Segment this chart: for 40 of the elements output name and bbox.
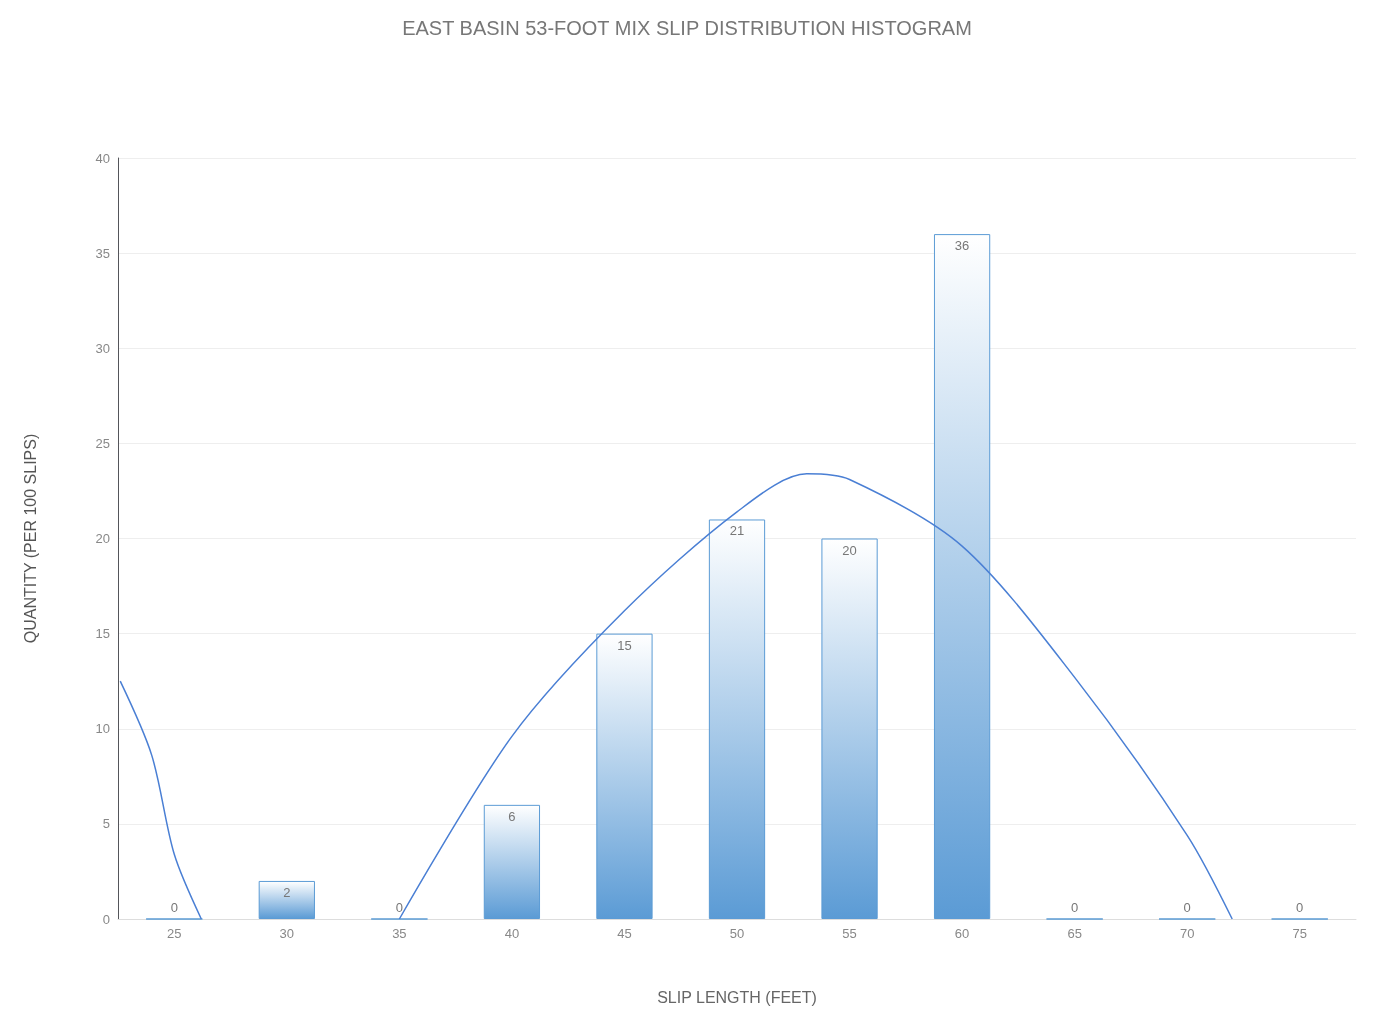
y-tick-label: 15: [95, 626, 110, 642]
data-label: 0: [395, 899, 403, 915]
bar: [708, 519, 766, 919]
data-label: 0: [1183, 899, 1191, 915]
x-tick-label: 25: [167, 926, 182, 941]
data-label: 6: [508, 808, 516, 824]
x-tick-label: 60: [954, 926, 970, 941]
x-tick-label: 35: [392, 926, 407, 941]
x-tick-label: 65: [1067, 926, 1082, 941]
x-tick-label: 45: [617, 926, 632, 941]
bar: [483, 804, 541, 919]
y-axis-title: QUANTITY (PER 100 SLIPS): [21, 433, 39, 644]
x-tick-label: 40: [504, 926, 520, 941]
data-label: 2: [283, 884, 291, 900]
bar: [258, 880, 315, 919]
bar: [821, 538, 878, 919]
chart-title: EAST BASIN 53-FOOT MIX SLIP DISTRIBUTION HISTOGRAM: [402, 17, 972, 39]
y-tick-label: 25: [95, 435, 110, 451]
x-tick-label: 30: [279, 926, 295, 941]
y-tick-label: 0: [102, 911, 110, 927]
y-tick-label: 30: [95, 340, 110, 356]
data-label: 21: [729, 523, 745, 539]
data-label: 0: [1071, 899, 1079, 915]
x-tick-label: 75: [1292, 926, 1307, 941]
x-tick-label: 50: [729, 926, 745, 941]
y-tick-label: 10: [95, 721, 110, 737]
bar: [596, 633, 653, 919]
data-label: 36: [954, 238, 970, 254]
y-tick-label: 35: [95, 245, 110, 261]
x-tick-label: 70: [1179, 926, 1195, 941]
x-tick-label: 55: [842, 926, 857, 941]
y-tick-label: 20: [95, 531, 110, 546]
data-label: 0: [170, 899, 178, 915]
x-axis-title: SLIP LENGTH (FEET): [657, 988, 817, 1006]
data-label: 20: [842, 542, 857, 558]
data-label: 15: [617, 637, 632, 653]
y-tick-label: 5: [102, 816, 110, 832]
data-label: 0: [1296, 899, 1304, 915]
y-tick-label: 40: [95, 150, 110, 166]
bar: [933, 234, 991, 919]
